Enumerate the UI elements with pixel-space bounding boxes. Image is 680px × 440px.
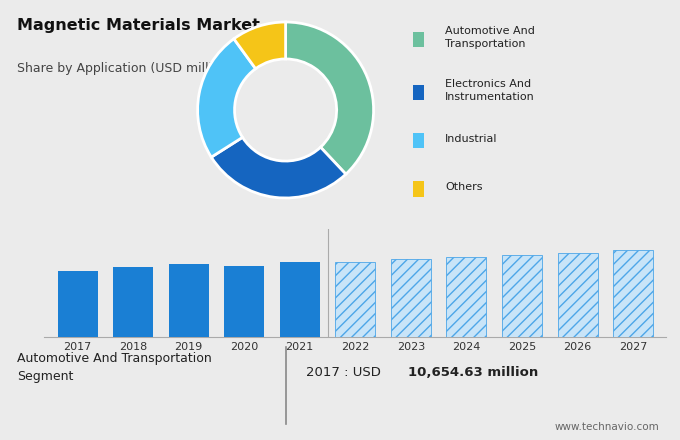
Wedge shape [286, 22, 373, 174]
Text: Others: Others [445, 182, 483, 192]
Text: Electronics And
Instrumentation: Electronics And Instrumentation [445, 79, 535, 102]
FancyBboxPatch shape [413, 181, 424, 197]
Bar [613, 250, 653, 337]
Bar [279, 262, 320, 337]
Bar [502, 255, 542, 337]
Bar [335, 262, 375, 337]
Bar [391, 260, 431, 337]
Text: Automotive And Transportation
Segment: Automotive And Transportation Segment [17, 352, 211, 383]
Bar [558, 253, 598, 337]
Bar [446, 257, 486, 337]
Bar [113, 268, 153, 337]
Text: Automotive And
Transportation: Automotive And Transportation [445, 26, 535, 49]
Text: Industrial: Industrial [445, 134, 498, 143]
Bar [169, 264, 209, 337]
Text: 10,654.63 million: 10,654.63 million [408, 366, 539, 378]
Wedge shape [198, 39, 256, 157]
Text: Magnetic Materials Market: Magnetic Materials Market [17, 18, 260, 33]
Bar [224, 266, 265, 337]
Text: 2017 : USD: 2017 : USD [306, 366, 385, 378]
Bar [58, 271, 97, 337]
Wedge shape [234, 22, 286, 69]
Text: Share by Application (USD million): Share by Application (USD million) [17, 62, 233, 75]
FancyBboxPatch shape [413, 133, 424, 149]
FancyBboxPatch shape [413, 84, 424, 100]
Text: www.technavio.com: www.technavio.com [555, 422, 660, 432]
FancyBboxPatch shape [413, 32, 424, 47]
Wedge shape [211, 137, 346, 198]
